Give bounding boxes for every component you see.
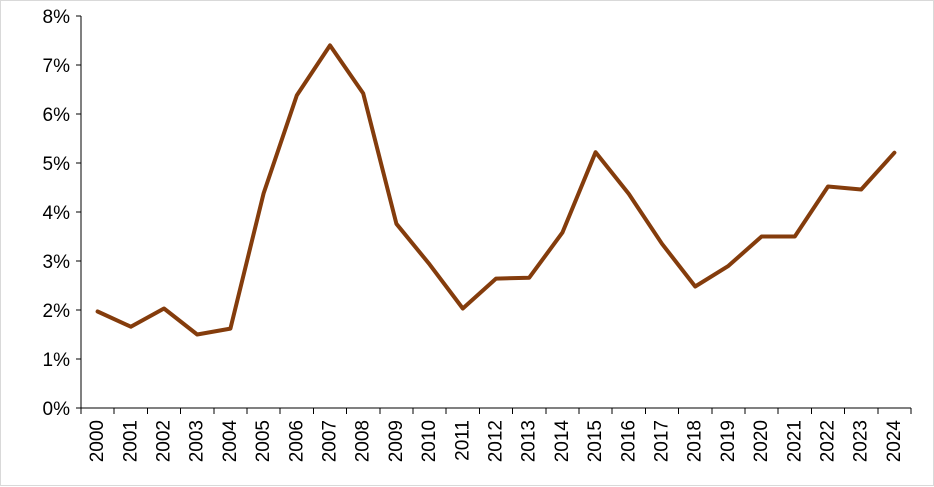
x-axis: 2000 2001 2002 2003 2004 2005 2006 2007 2008 2009…	[80, 407, 912, 463]
data-point	[826, 185, 830, 189]
data-point	[461, 307, 465, 311]
data-point	[660, 242, 664, 246]
x-tick-label: 2016	[618, 420, 639, 462]
series-line	[95, 43, 897, 337]
x-tick-label: 2006	[286, 420, 307, 462]
data-point	[859, 187, 863, 191]
x-tick-label: 2020	[751, 420, 772, 462]
data-point	[693, 284, 697, 288]
data-point	[195, 333, 199, 337]
data-point	[262, 191, 266, 195]
series-layer	[95, 43, 897, 337]
x-tick-label: 2018	[685, 420, 706, 462]
x-tick-label: 2009	[386, 420, 407, 462]
x-tick-label: 2013	[519, 420, 540, 462]
x-tick-label: 2022	[818, 420, 839, 462]
data-point	[394, 222, 398, 226]
data-point	[892, 151, 896, 155]
data-point	[361, 91, 365, 95]
data-point	[594, 150, 598, 154]
y-tick-label: 5%	[43, 154, 71, 175]
x-tick-label: 2024	[884, 420, 905, 463]
y-tick-label: 1%	[43, 350, 71, 371]
y-tick-label: 7%	[43, 56, 71, 77]
x-tick-label: 2002	[154, 420, 175, 462]
data-point	[494, 277, 498, 281]
x-tick-label: 2014	[552, 420, 573, 463]
data-point	[428, 262, 432, 266]
x-tick-label: 2019	[718, 420, 739, 462]
x-tick-label: 2003	[187, 420, 208, 462]
y-tick-label: 2%	[43, 301, 71, 322]
y-tick-label: 0%	[43, 399, 71, 420]
x-tick-label: 2008	[353, 420, 374, 462]
x-tick-label: 2011	[452, 420, 473, 461]
x-tick-label: 2001	[120, 420, 141, 462]
data-point	[328, 43, 332, 47]
data-point	[560, 231, 564, 235]
data-point	[96, 309, 100, 313]
data-point	[295, 93, 299, 97]
x-tick-label: 2007	[320, 420, 341, 462]
x-tick-label: 2005	[253, 420, 274, 462]
x-tick-label: 2004	[220, 420, 241, 463]
x-tick-label: 2010	[419, 420, 440, 462]
data-point	[527, 276, 531, 280]
x-tick-label: 2021	[784, 420, 805, 462]
x-tick-label: 2015	[585, 420, 606, 462]
data-point	[793, 235, 797, 239]
y-tick-label: 8%	[43, 7, 71, 28]
data-point	[162, 307, 166, 311]
data-point	[726, 264, 730, 268]
y-tick-label: 3%	[43, 252, 71, 273]
x-tick-label: 2023	[851, 420, 872, 462]
x-tick-label: 2000	[87, 420, 108, 462]
x-tick-label: 2017	[652, 420, 673, 462]
y-axis: 0% 1% 2% 3% 4% 5% 6% 7% 8%	[43, 7, 82, 420]
data-point	[228, 327, 232, 331]
data-point	[627, 192, 631, 196]
x-tick-label: 2012	[486, 420, 507, 462]
data-point	[129, 325, 133, 329]
y-tick-label: 4%	[43, 203, 71, 224]
y-tick-label: 6%	[43, 105, 71, 126]
data-point	[760, 235, 764, 239]
